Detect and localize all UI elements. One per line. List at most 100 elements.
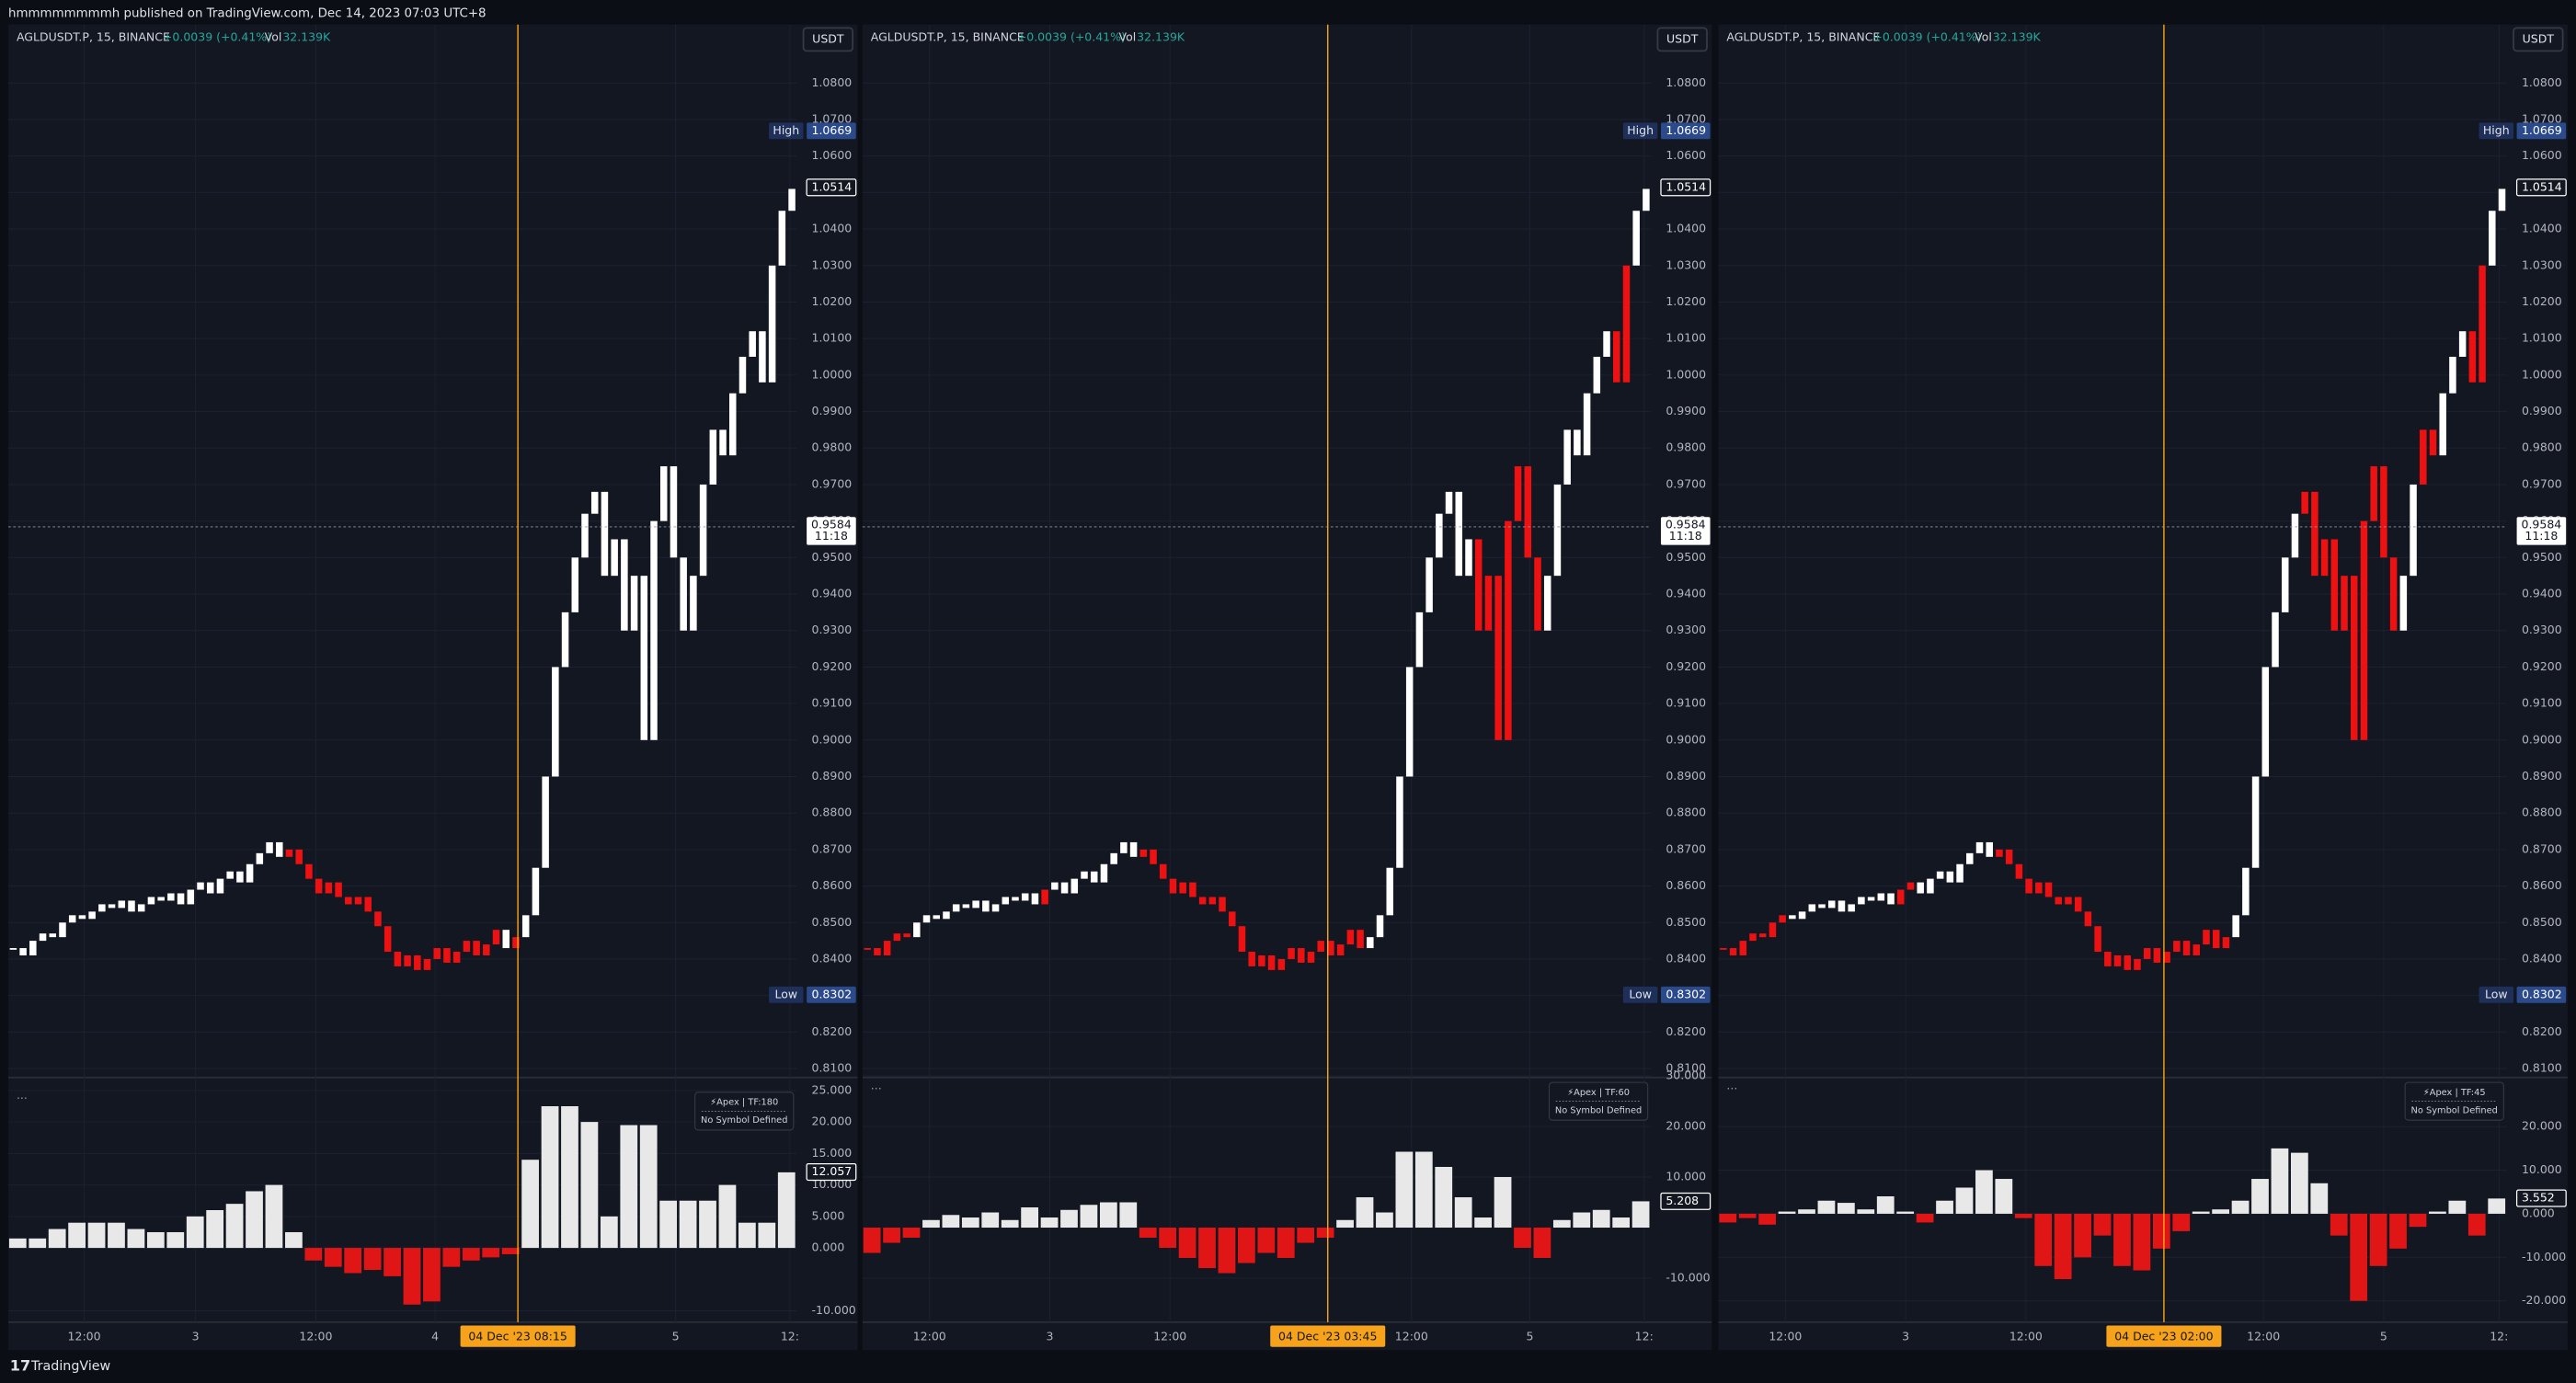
- y-tick-label: 0.9300: [811, 623, 852, 636]
- x-tick-label: 12:: [781, 1329, 799, 1343]
- high-value: 1.0669: [1666, 123, 1706, 137]
- candle: [2025, 878, 2032, 894]
- candle: [1927, 878, 1934, 894]
- y-tick-label: 0.8400: [2522, 951, 2562, 965]
- cursor-label: 04 Dec '23 08:15: [468, 1329, 567, 1343]
- x-tick-label: 12:: [2490, 1329, 2508, 1343]
- currency-button[interactable]: [802, 27, 854, 52]
- indicator-bar: [600, 1216, 618, 1249]
- candle: [236, 871, 244, 883]
- indicator-bar: [659, 1200, 678, 1249]
- candle: [1277, 958, 1286, 970]
- indicator-bar: [2488, 1198, 2506, 1214]
- indicator-bar: [1514, 1228, 1531, 1249]
- volume: 32.139K: [282, 30, 331, 44]
- indicator-bar: [2310, 1183, 2329, 1214]
- candle: [1405, 667, 1414, 777]
- more: ···: [871, 1081, 882, 1095]
- x-tick-label: 12:00: [1395, 1329, 1428, 1343]
- candle: [680, 557, 687, 631]
- candle: [1996, 849, 2003, 857]
- candle: [1838, 900, 1846, 912]
- y-tick-label: 0.9300: [2522, 623, 2562, 636]
- candle: [611, 539, 618, 577]
- candle: [354, 897, 362, 905]
- currency[interactable]: USDT: [1666, 31, 1699, 45]
- indicator-bar: [1533, 1228, 1551, 1259]
- indicator-bar: [1356, 1197, 1374, 1229]
- indicator-bar: [1936, 1200, 1953, 1214]
- candle: [1346, 930, 1355, 945]
- candle: [1739, 941, 1747, 955]
- indicator-bar: [1001, 1219, 1019, 1229]
- candle: [1887, 893, 1895, 905]
- indicator-bar: [863, 1228, 881, 1253]
- candle: [1769, 922, 1777, 938]
- candle: [552, 667, 559, 777]
- y-tick-label: 0.9000: [2522, 732, 2562, 746]
- indicator-bar: [2350, 1213, 2368, 1301]
- y-tick-label: 20.000: [1666, 1118, 1706, 1132]
- indicator-bar: [541, 1105, 559, 1249]
- candle: [1474, 539, 1483, 631]
- y-tick-label: 1.0300: [2522, 257, 2562, 271]
- candle: [206, 882, 214, 894]
- low-tag: [1622, 986, 1658, 1003]
- candle: [729, 393, 737, 456]
- candle: [2005, 849, 2013, 864]
- currency-button[interactable]: [2513, 27, 2564, 52]
- y-tick-label: 0.8800: [811, 806, 852, 819]
- candle: [1367, 937, 1374, 949]
- low-value: 0.8302: [811, 987, 852, 1000]
- last-price: 1.0514: [811, 179, 852, 193]
- candle: [1643, 189, 1650, 211]
- candle: [903, 933, 910, 938]
- indicator-bar: [2369, 1213, 2387, 1266]
- candle: [325, 882, 333, 894]
- candle: [1563, 429, 1571, 485]
- indicator-bar: [2014, 1213, 2032, 1218]
- currency[interactable]: USDT: [812, 31, 844, 45]
- y-tick-label: 0.9500: [1666, 550, 1706, 564]
- low-label: Low: [2485, 987, 2508, 1000]
- indicator-bar: [68, 1222, 86, 1249]
- indicator-name: ⚡Apex | TF:180: [710, 1098, 778, 1108]
- candle: [1494, 576, 1502, 740]
- candle: [1758, 933, 1767, 938]
- indicator-bar: [1896, 1211, 1915, 1214]
- candle: [1120, 841, 1128, 853]
- candle: [128, 900, 135, 912]
- candle: [394, 952, 402, 966]
- candle: [2449, 357, 2456, 394]
- y-tick-label: 1.0600: [2522, 148, 2562, 162]
- high-value-box: [2516, 122, 2567, 140]
- candle: [1090, 871, 1098, 883]
- y-tick-label: 1.0800: [1666, 75, 1706, 89]
- y-tick-label: 10.000: [2522, 1162, 2562, 1176]
- indicator-bar: [718, 1184, 737, 1249]
- more: ···: [1726, 1081, 1737, 1095]
- indicator-bar: [699, 1200, 716, 1249]
- symbol: AGLDUSDT.P, 15, BINANCE: [17, 30, 170, 44]
- candle: [1514, 466, 1522, 521]
- indicator-name: ⚡Apex | TF:60: [1567, 1088, 1630, 1098]
- y-tick-label: 1.0200: [811, 294, 852, 308]
- indicator-bar: [2251, 1179, 2269, 1214]
- y-tick-label: 0.9900: [2522, 404, 2562, 417]
- candle: [2094, 926, 2101, 953]
- candle: [2044, 882, 2053, 897]
- y-tick-label: 0.9400: [1666, 587, 1706, 600]
- candle: [1031, 893, 1039, 905]
- y-tick-label: 0.9000: [1666, 732, 1706, 746]
- y-tick-label: 0.9700: [1666, 476, 1706, 490]
- candle: [2074, 897, 2082, 912]
- crosshair-label-box: [1660, 517, 1711, 545]
- footer-brand: TradingView: [30, 1359, 111, 1374]
- y-tick-label: 1.0200: [1666, 294, 1706, 308]
- indicator-bar: [942, 1215, 960, 1229]
- candle: [581, 513, 589, 558]
- currency[interactable]: USDT: [2523, 31, 2555, 45]
- candle: [2458, 331, 2467, 358]
- currency-button[interactable]: [1656, 27, 1708, 52]
- y-tick-label: 0.9100: [1666, 696, 1706, 710]
